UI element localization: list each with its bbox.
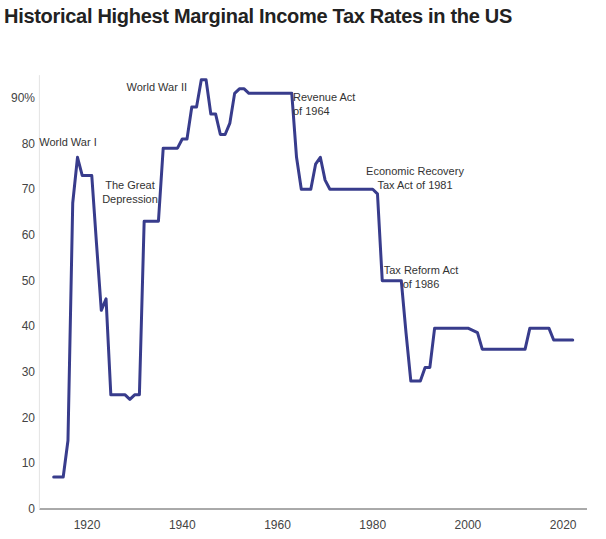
y-tick-label: 90%: [11, 91, 35, 105]
x-tick-label: 1940: [169, 518, 196, 532]
annotation: The GreatDepression: [102, 179, 158, 205]
y-tick-label: 20: [22, 411, 36, 425]
x-axis-line: [39, 509, 587, 510]
annotation: World War I: [39, 136, 96, 148]
chart-title: Historical Highest Marginal Income Tax R…: [4, 3, 594, 29]
annotation: Tax Reform Actof 1986: [384, 264, 459, 290]
y-tick-label: 70: [22, 182, 36, 196]
series-line: [54, 80, 573, 477]
x-tick-label: 2020: [550, 518, 577, 532]
y-tick-label: 30: [22, 365, 36, 379]
x-tick-label: 1980: [359, 518, 386, 532]
x-tick-label: 1960: [264, 518, 291, 532]
y-tick-label: 80: [22, 137, 36, 151]
annotation: World War II: [126, 81, 187, 93]
y-tick-label: 50: [22, 274, 36, 288]
y-tick-label: 0: [28, 502, 35, 516]
plot-area: [54, 80, 573, 477]
chart: 0 10 20 30 40 50 60 70 80 90% 1920 1940 1960 1980 2000…: [0, 0, 606, 539]
annotation: Revenue Actof 1964: [293, 91, 355, 117]
y-tick-label: 40: [22, 319, 36, 333]
y-tick-label: 10: [22, 456, 36, 470]
x-tick-label: 2000: [455, 518, 482, 532]
x-tick-label: 1920: [74, 518, 101, 532]
annotation: Economic RecoveryTax Act of 1981: [366, 165, 464, 191]
y-tick-label: 60: [22, 228, 36, 242]
